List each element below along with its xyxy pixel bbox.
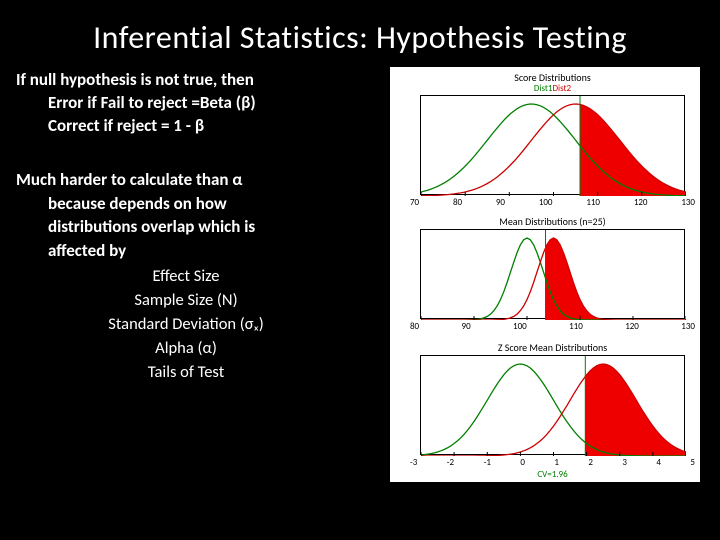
factor-list: Effect Size Sample Size (N) Standard Dev… (16, 265, 356, 385)
factor-tails: Tails of Test (16, 361, 356, 385)
legend-dist2: Dist2 (553, 83, 572, 94)
para1-line1: If null hypothesis is not true, then (16, 69, 390, 92)
panel3-svg (421, 356, 686, 456)
panel1-ticks: 708090100110120130 (410, 197, 695, 208)
panel2-ticks: 8090100110120130 (410, 321, 695, 332)
panel1-plot (420, 95, 685, 195)
factor-effect-size: Effect Size (16, 265, 356, 289)
cv-label: CV=1.96 (420, 469, 685, 480)
panel2-plot (420, 229, 685, 319)
content-area: If null hypothesis is not true, then Err… (0, 65, 720, 482)
para1-line2: Error if Fail to reject =Beta (β) (16, 92, 390, 115)
factor-alpha: Alpha (α) (16, 337, 356, 361)
panel3-ticks: -3-2-1012345 (410, 457, 695, 468)
panel2-svg (421, 230, 686, 320)
factor-std-dev: Standard Deviation (σₓ) (16, 313, 356, 337)
legend-dist1: Dist1 (534, 83, 553, 94)
panel1-svg (421, 96, 686, 196)
panel3-plot (420, 355, 685, 455)
para2-line3: distributions overlap which is (16, 215, 390, 239)
panel3-title: Z Score Mean Distributions (420, 341, 685, 354)
text-column: If null hypothesis is not true, then Err… (10, 65, 390, 482)
chart-panel: Score Distributions Dist1Dist2 708090100… (390, 67, 700, 482)
panel2-title: Mean Distributions (n=25) (420, 215, 685, 228)
para1-line3: Correct if reject = 1 - β (16, 115, 390, 138)
para2-line4: affected by (16, 239, 390, 263)
panel1-legend: Dist1Dist2 (420, 83, 685, 94)
factor-sample-size: Sample Size (N) (16, 289, 356, 313)
para2-line1: Much harder to calculate than α (16, 168, 390, 192)
slide-title: Inferential Statistics: Hypothesis Testi… (0, 0, 720, 65)
chart-column: Score Distributions Dist1Dist2 708090100… (390, 65, 700, 482)
para2-line2: because depends on how (16, 192, 390, 216)
